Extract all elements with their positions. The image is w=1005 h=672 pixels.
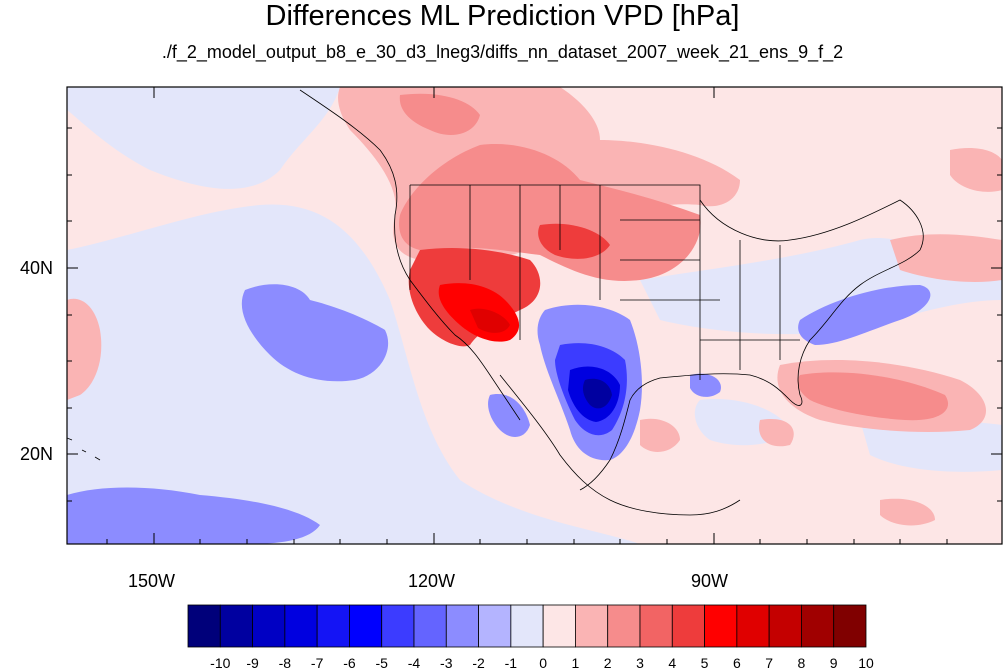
colorbar: [187, 604, 867, 648]
colorbar-label: -1: [504, 655, 518, 671]
colorbar-label: 3: [636, 655, 644, 671]
axis-ticks: [67, 87, 1002, 544]
colorbar-label: 7: [765, 655, 774, 671]
colorbar-box-13: [607, 604, 641, 648]
colorbar-label: -8: [278, 655, 292, 671]
colorbar-box-2: [252, 604, 286, 648]
colorbar-label: -6: [343, 655, 356, 671]
lat-label-40n: 40N: [20, 258, 54, 278]
colorbar-box-9: [478, 604, 512, 648]
colorbar-box-3: [284, 604, 318, 648]
colorbar-label: 2: [603, 655, 612, 671]
colorbar-label: 4: [668, 655, 677, 671]
colorbar-label: 5: [700, 655, 709, 671]
blue-regions: [67, 284, 931, 544]
colorbar-box-11: [542, 604, 576, 648]
colorbar-box-16: [704, 604, 738, 648]
colorbar-box-15: [671, 604, 705, 648]
colorbar-label: -9: [246, 655, 259, 671]
colorbar-box-17: [736, 604, 770, 648]
colorbar-box-0: [187, 604, 221, 648]
dark-red-regions: [470, 308, 510, 333]
lat-label-20n: 20N: [20, 444, 54, 464]
colorbar-label: 0: [539, 655, 548, 671]
colorbar-label: -10: [210, 655, 231, 671]
lon-label-90w: 90W: [691, 571, 729, 591]
colorbar-label: -2: [472, 655, 485, 671]
colorbar-box-10: [510, 604, 544, 648]
colorbar-box-4: [316, 604, 350, 648]
colorbar-box-19: [801, 604, 835, 648]
colorbar-box-7: [413, 604, 447, 648]
colorbar-label: -7: [310, 655, 324, 671]
coastlines: [67, 89, 924, 516]
colorbar-box-12: [575, 604, 609, 648]
colorbar-label: 8: [797, 655, 806, 671]
map-subtitle: ./f_2_model_output_b8_e_30_d3_lneg3/diff…: [161, 42, 844, 62]
lon-label-120w: 120W: [408, 571, 456, 591]
colorbar-label: 1: [571, 655, 580, 671]
colorbar-label: -4: [407, 655, 421, 671]
colorbar-box-5: [349, 604, 383, 648]
colorbar-box-8: [445, 604, 479, 648]
colorbar-box-20: [833, 604, 867, 648]
colorbar-label: -3: [440, 655, 453, 671]
colorbar-label: 10: [858, 655, 874, 671]
colorbar-box-6: [381, 604, 415, 648]
colorbar-box-14: [639, 604, 673, 648]
colorbar-box-18: [768, 604, 802, 648]
colorbar-label: 9: [829, 655, 838, 671]
medium-red-regions: [399, 93, 949, 421]
lon-label-150w: 150W: [128, 571, 176, 591]
colorbar-label: 6: [732, 655, 741, 671]
map-title: Differences ML Prediction VPD [hPa]: [265, 0, 740, 32]
colorbar-label: -5: [375, 655, 388, 671]
colorbar-box-1: [219, 604, 253, 648]
